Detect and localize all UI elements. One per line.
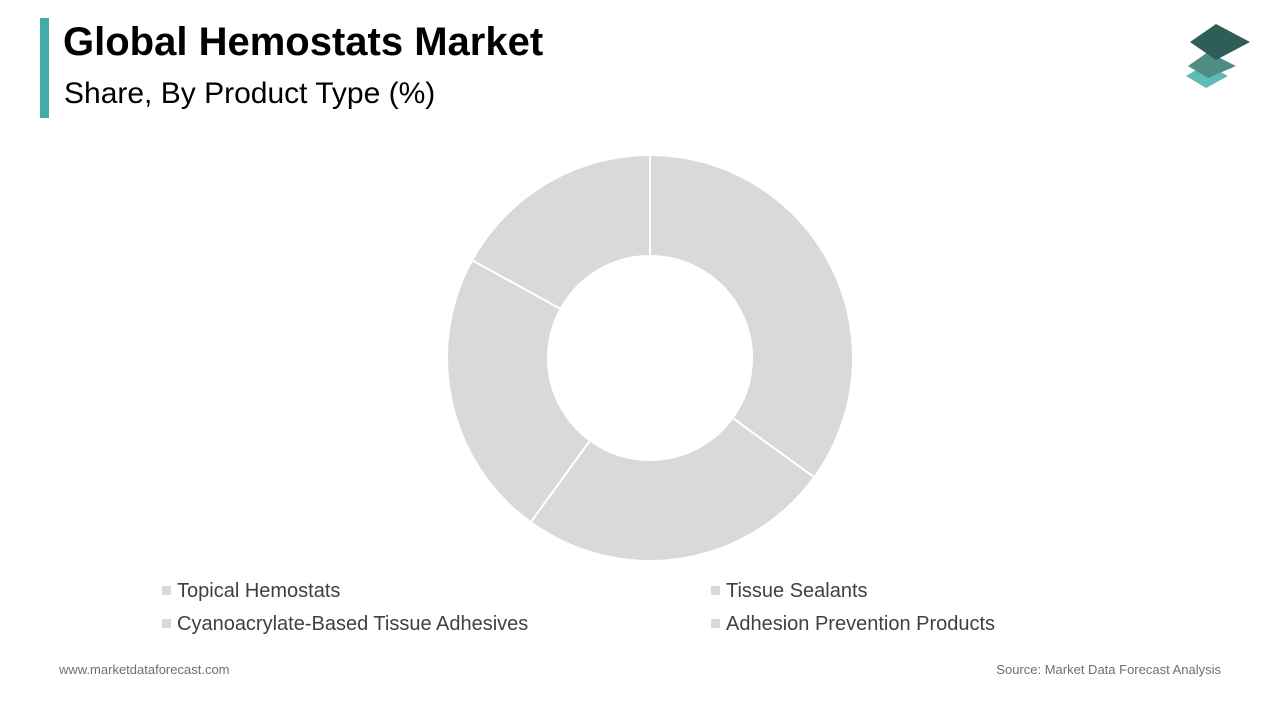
logo-layer-top [1190, 24, 1250, 60]
legend-swatch [162, 586, 171, 596]
title-accent-bar [40, 18, 49, 118]
page-subtitle: Share, By Product Type (%) [64, 77, 436, 110]
donut-slice-topical-hemostats [649, 153, 854, 479]
donut-slice-adhesion-prevention-products [470, 153, 651, 311]
legend-item-cyanoacrylate-adhesives: Cyanoacrylate-Based Tissue Adhesives [162, 612, 528, 636]
legend-label: Topical Hemostats [177, 580, 341, 602]
donut-slice-cyanoacrylate-based-tissue-adhesives [446, 258, 592, 524]
legend-label: Cyanoacrylate-Based Tissue Adhesives [177, 613, 529, 635]
legend-swatch [162, 619, 171, 629]
legend-swatch [711, 586, 720, 596]
legend-item-tissue-sealants: Tissue Sealants [711, 579, 868, 603]
stacked-layers-icon [1186, 24, 1250, 88]
legend-label: Adhesion Prevention Products [726, 613, 996, 635]
donut-slice-tissue-sealants [529, 416, 816, 562]
legend-label: Tissue Sealants [726, 580, 868, 602]
legend-swatch [711, 619, 720, 629]
logo-layer-middle [1188, 52, 1236, 78]
page-title: Global Hemostats Market [63, 20, 544, 64]
website-url: www.marketdataforecast.com [59, 662, 230, 677]
source-note: Source: Market Data Forecast Analysis [996, 662, 1221, 677]
legend-item-topical-hemostats: Topical Hemostats [162, 579, 340, 603]
legend-item-adhesion-prevention: Adhesion Prevention Products [711, 612, 995, 636]
donut-chart [446, 153, 854, 562]
